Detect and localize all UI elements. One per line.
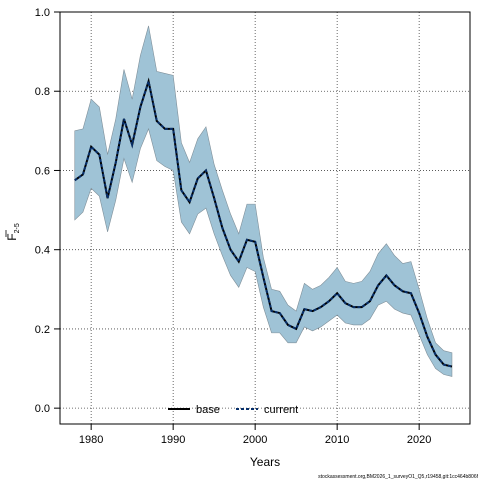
y-tick-label: 0.4 — [35, 245, 50, 257]
y-axis: 0.0 0.2 0.4 0.6 0.8 1.0 — [35, 7, 60, 415]
source-caption: stockassessment.org,BM2026_1_surveyO1_Q5… — [318, 474, 478, 480]
y-tick-label: 0.2 — [35, 324, 50, 336]
x-axis: 1980 1990 2000 2010 2020 — [79, 424, 431, 446]
y-axis-title: F2-5 — [5, 223, 21, 241]
x-axis-title: Years — [250, 455, 280, 469]
y-tick-label: 0.0 — [35, 403, 50, 415]
x-tick-label: 1980 — [79, 434, 103, 446]
y-axis-title-sub: 2-5 — [14, 223, 21, 233]
y-tick-label: 1.0 — [35, 7, 50, 19]
svg-text:F2-5: F2-5 — [5, 223, 21, 241]
series-lines — [74, 77, 453, 368]
y-tick-label: 0.6 — [35, 165, 50, 177]
y-tick-label: 0.8 — [35, 86, 50, 98]
legend: base current — [168, 404, 298, 416]
y-axis-title-main: F — [5, 233, 19, 240]
plot-frame — [59, 11, 471, 425]
legend-label-base: base — [196, 404, 220, 416]
confidence-band — [74, 25, 453, 377]
x-tick-label: 2000 — [243, 434, 267, 446]
x-tick-label: 1990 — [161, 434, 185, 446]
grid — [60, 11, 470, 424]
legend-label-current: current — [264, 404, 298, 416]
x-tick-label: 2020 — [407, 434, 431, 446]
series-line-current — [74, 77, 453, 368]
x-tick-label: 2010 — [325, 434, 349, 446]
